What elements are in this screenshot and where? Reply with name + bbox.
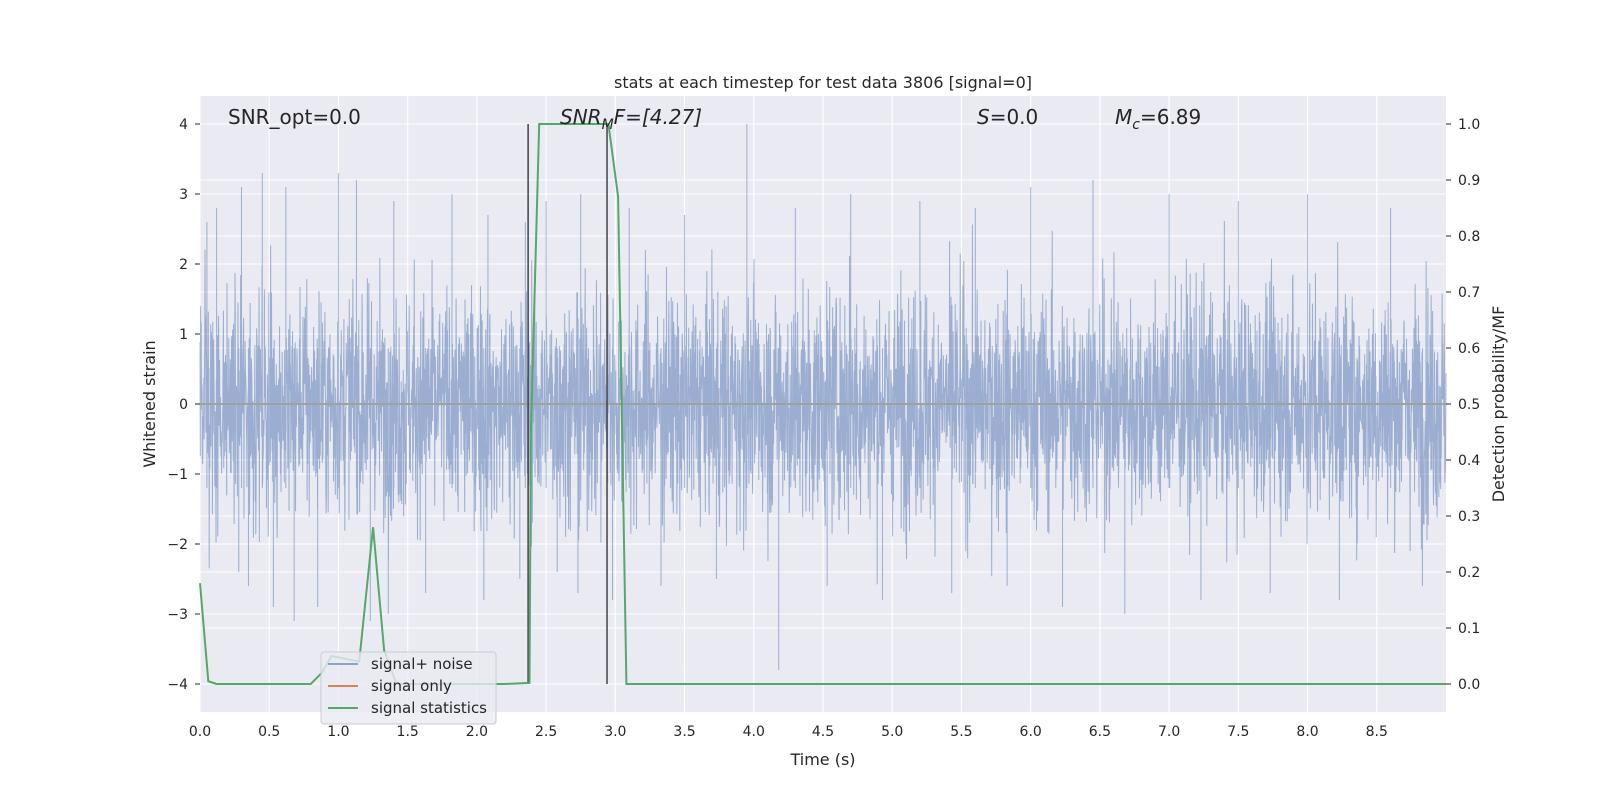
mc-main: M xyxy=(1115,105,1132,129)
x-tick-label: 0.5 xyxy=(258,724,280,740)
x-tick-label: 0.0 xyxy=(189,724,211,740)
y-tick-label: 0 xyxy=(179,397,188,413)
snr-mf-annotation: SNRMF=[4.27] xyxy=(560,105,702,133)
x-tick-label: 2.5 xyxy=(535,724,557,740)
y-tick-label: 1 xyxy=(179,327,188,343)
x-tick-label: 5.0 xyxy=(881,724,903,740)
legend-label-signal-statistics: signal statistics xyxy=(371,699,487,717)
y-tick-label: 4 xyxy=(179,117,188,133)
x-tick-label: 7.5 xyxy=(1227,724,1249,740)
snr-mf-sub: M xyxy=(602,117,614,133)
legend-box xyxy=(320,651,497,725)
signal-noise-path xyxy=(199,124,1447,670)
y-right-axis-ticks: 1.0 0.9 0.8 0.7 0.6 0.5 0.4 0.3 0.2 0.1 0.0 xyxy=(1446,117,1480,693)
x-tick-label: 3.5 xyxy=(673,724,695,740)
s-rest: =0.0 xyxy=(990,105,1039,129)
x-tick-label: 8.0 xyxy=(1296,724,1318,740)
y-right-tick-label: 0.8 xyxy=(1458,229,1480,245)
y-right-tick-label: 0.9 xyxy=(1458,173,1480,189)
snr-opt-annotation: SNR_opt=0.0 xyxy=(228,105,361,129)
y-right-tick-label: 0.6 xyxy=(1458,341,1480,357)
y-right-tick-label: 0.7 xyxy=(1458,285,1480,301)
snr-mf-main: SNR xyxy=(560,105,602,129)
snr-mf-rest: F=[4.27] xyxy=(614,105,702,129)
x-tick-label: 3.0 xyxy=(604,724,626,740)
x-tick-label: 8.5 xyxy=(1366,724,1388,740)
x-tick-label: 4.5 xyxy=(812,724,834,740)
y-right-tick-label: 0.2 xyxy=(1458,565,1480,581)
x-tick-label: 4.0 xyxy=(743,724,765,740)
y-tick-label: −3 xyxy=(167,607,188,623)
y-right-tick-label: 0.5 xyxy=(1458,397,1480,413)
x-tick-label: 1.0 xyxy=(327,724,349,740)
x-axis-ticks: 0.0 0.5 1.0 1.5 2.0 2.5 3.0 3.5 4.0 4.5 5.0 5.5 6.0 6… xyxy=(189,724,1388,740)
y-axis-label: Whitened strain xyxy=(140,340,159,467)
vertical-markers xyxy=(527,124,608,684)
x-tick-label: 2.0 xyxy=(466,724,488,740)
y-axis-ticks: 4 3 2 1 0 −1 −2 −3 −4 xyxy=(167,117,200,693)
s-annotation: S=0.0 xyxy=(977,105,1038,129)
y-right-tick-label: 0.0 xyxy=(1458,677,1480,693)
mc-annotation: Mc=6.89 xyxy=(1115,105,1201,133)
y-tick-label: 3 xyxy=(179,187,188,203)
legend: signal+ noise signal only signal statist… xyxy=(320,651,497,725)
legend-label-signal-only: signal only xyxy=(371,677,452,695)
x-tick-label: 6.5 xyxy=(1089,724,1111,740)
y-tick-label: −1 xyxy=(167,467,188,483)
chart-title: stats at each timestep for test data 380… xyxy=(614,73,1032,92)
signal-noise-trace xyxy=(199,124,1447,670)
mc-rest: =6.89 xyxy=(1140,105,1201,129)
x-axis-label: Time (s) xyxy=(789,750,855,769)
y-right-tick-label: 1.0 xyxy=(1458,117,1480,133)
y-right-tick-label: 0.4 xyxy=(1458,453,1480,469)
x-tick-label: 5.5 xyxy=(950,724,972,740)
x-tick-label: 1.5 xyxy=(397,724,419,740)
y-right-tick-label: 0.1 xyxy=(1458,621,1480,637)
y-tick-label: −2 xyxy=(167,537,188,553)
x-tick-label: 6.0 xyxy=(1020,724,1042,740)
y-tick-label: −4 xyxy=(167,677,188,693)
legend-label-signal-noise: signal+ noise xyxy=(371,655,473,673)
y-right-tick-label: 0.3 xyxy=(1458,509,1480,525)
s-main: S xyxy=(977,105,990,129)
y-right-axis-label: Detection probability/MF xyxy=(1489,306,1508,503)
x-tick-label: 7.0 xyxy=(1158,724,1180,740)
y-tick-label: 2 xyxy=(179,257,188,273)
mc-sub: c xyxy=(1132,117,1140,133)
